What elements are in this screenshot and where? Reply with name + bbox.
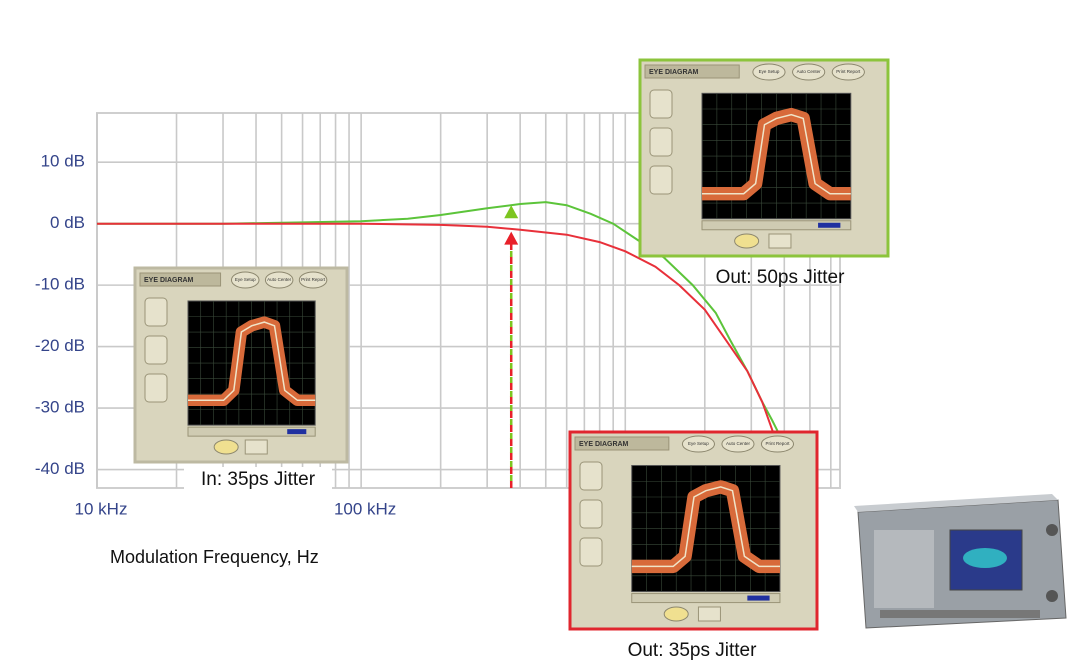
x-axis-label: Modulation Frequency, Hz	[110, 547, 319, 567]
panel-control	[144, 373, 168, 403]
instrument-eye	[963, 548, 1007, 568]
panel-control	[697, 606, 721, 622]
panel-control	[579, 461, 603, 491]
panel-status	[187, 426, 316, 437]
y-tick-label: -20 dB	[35, 336, 85, 355]
caption-bg	[184, 467, 332, 493]
panel-button	[752, 63, 786, 81]
panel-control	[144, 335, 168, 365]
instrument-top	[854, 494, 1058, 512]
panel-button-label: Eye Setup	[235, 277, 256, 282]
panel-status	[631, 593, 781, 604]
panel-button-label: Auto Center	[797, 69, 822, 74]
panel-button	[230, 271, 260, 289]
panel-button	[264, 271, 294, 289]
panel-title: EYE DIAGRAM	[649, 69, 699, 76]
panel-button	[681, 435, 715, 453]
panel-control	[579, 499, 603, 529]
panel-play	[213, 439, 239, 455]
marker-arrowhead	[504, 205, 519, 219]
y-tick-label: 0 dB	[50, 213, 85, 232]
panel-control	[579, 537, 603, 567]
y-tick-label: -40 dB	[35, 459, 85, 478]
panel-button-label: Print Report	[301, 277, 326, 282]
panel-control	[768, 233, 792, 249]
series-line	[97, 201, 780, 434]
panel-button-label: Print Report	[765, 441, 790, 446]
panel-control	[649, 165, 673, 195]
panel-caption: Out: 50ps Jitter	[716, 267, 846, 288]
y-tick-label: -10 dB	[35, 275, 85, 294]
panel-title: EYE DIAGRAM	[144, 277, 194, 284]
panel-button	[831, 63, 865, 81]
instrument-knob	[1046, 590, 1058, 602]
panel-caption: Out: 35ps Jitter	[628, 640, 758, 661]
panel-button	[298, 271, 328, 289]
eye-trace-edge	[702, 113, 851, 195]
marker-arrowhead	[504, 231, 519, 245]
panel-button	[721, 435, 755, 453]
eye-panel: EYE DIAGRAM Eye Setup Auto Center Print Rep…	[638, 58, 890, 288]
x-tick-label: 100 kHz	[334, 499, 396, 518]
panel-control	[144, 297, 168, 327]
lines	[97, 201, 786, 488]
panel-button-label: Eye Setup	[688, 441, 709, 446]
panel-status	[701, 220, 852, 231]
panel-button	[792, 63, 826, 81]
panel-button-label: Print Report	[836, 69, 861, 74]
eye-trace-edge	[188, 321, 316, 402]
panel-play	[663, 606, 689, 622]
panel-play	[734, 233, 760, 249]
panel-title: EYE DIAGRAM	[579, 441, 629, 448]
series-line	[97, 222, 786, 483]
panel-control	[649, 127, 673, 157]
eye-trace-edge	[631, 486, 780, 568]
y-tick-label: -30 dB	[35, 398, 85, 417]
x-tick-label: 10 kHz	[75, 499, 128, 518]
panel-status-bar	[818, 222, 841, 228]
instrument-knob	[1046, 524, 1058, 536]
panel-status-bar	[287, 429, 307, 435]
panel-titlebar	[644, 64, 740, 79]
panel-caption: In: 35ps Jitter	[201, 469, 316, 490]
panel-button-label: Auto Center	[726, 441, 751, 446]
instrument-panel	[874, 530, 934, 608]
instrument	[854, 494, 1067, 629]
panel-button	[760, 435, 795, 453]
y-tick-label: 10 dB	[41, 152, 85, 171]
eye-panel: EYE DIAGRAM Eye Setup Auto Center Print Rep…	[133, 266, 349, 493]
panel-status-bar	[747, 595, 770, 601]
panel-button-label: Auto Center	[267, 277, 292, 282]
panel-control	[649, 89, 673, 119]
panel-titlebar	[574, 436, 670, 451]
panel-control	[244, 439, 268, 455]
eye-panel: EYE DIAGRAM Eye Setup Auto Center Print Rep…	[568, 430, 819, 661]
instrument-connectors	[880, 610, 1040, 618]
panel-titlebar	[139, 272, 222, 287]
panels: EYE DIAGRAM Eye Setup Auto Center Print Rep…	[133, 58, 890, 661]
panel-button-label: Eye Setup	[759, 69, 780, 74]
